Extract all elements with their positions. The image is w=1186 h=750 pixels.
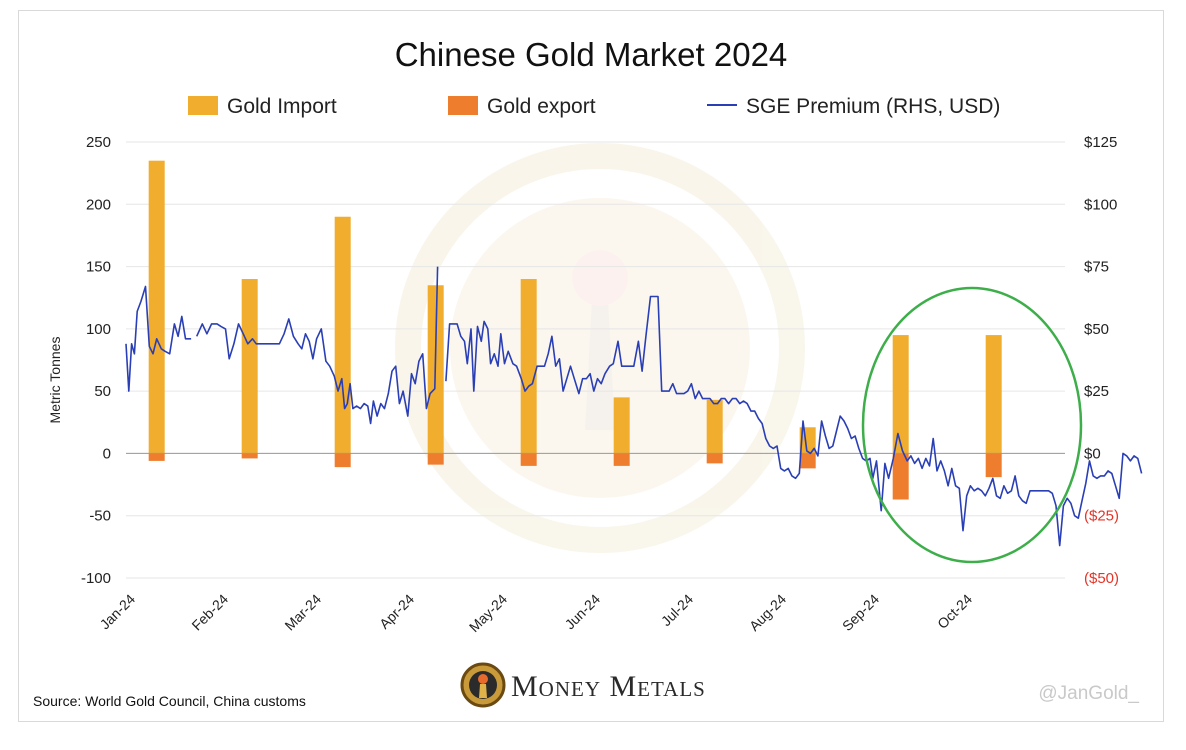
highlight-circle (861, 286, 1083, 564)
export-bar (706, 453, 723, 464)
import-bar (985, 335, 1002, 454)
export-bar (148, 453, 165, 461)
x-tick-label: Jun-24 (562, 591, 604, 633)
legend-label-premium: SGE Premium (RHS, USD) (746, 95, 1000, 118)
y-tick-label: 200 (86, 196, 111, 213)
legend: Gold Import Gold export SGE Premium (RHS… (188, 95, 1000, 118)
export-bar (520, 453, 537, 466)
x-tick-label: Sep-24 (839, 591, 882, 634)
export-bar (334, 453, 351, 468)
legend-label-export: Gold export (487, 95, 596, 118)
y-axis-label: Metric Tonnes (47, 337, 63, 424)
y2-tick-label: $100 (1084, 196, 1117, 213)
y2-tick-label: ($50) (1084, 570, 1119, 587)
export-bar (892, 453, 909, 500)
export-bar (799, 453, 816, 469)
premium-series (125, 266, 1143, 547)
y-tick-label: 250 (86, 134, 111, 151)
y2-tick-label: $75 (1084, 259, 1109, 276)
brand-name: Money Metals (511, 670, 706, 703)
y-tick-label: 0 (103, 445, 111, 462)
import-bar (334, 216, 351, 454)
chart-title: Chinese Gold Market 2024 (395, 36, 788, 73)
x-tick-label: Jan-24 (97, 591, 139, 633)
y-axis-right: $125 $100 $75 $50 $25 $0 ($25) ($50) (1084, 134, 1119, 587)
y2-tick-label: $50 (1084, 321, 1109, 338)
x-axis: Jan-24 Feb-24 Mar-24 Apr-24 May-24 Jun-24 Jul-… (97, 591, 976, 635)
author-credit: @JanGold_ (1038, 683, 1139, 704)
premium-line (125, 285, 192, 392)
brand-logo: Money Metals (460, 662, 706, 708)
x-tick-label: Jul-24 (658, 591, 696, 629)
export-bar (241, 453, 258, 459)
x-tick-label: May-24 (466, 591, 510, 635)
y-tick-label: 150 (86, 259, 111, 276)
import-bar (241, 279, 258, 454)
y-axis-left: 250 200 150 100 50 0 -50 -100 (81, 134, 111, 587)
premium-line (195, 266, 439, 425)
legend-swatch-import (188, 96, 218, 115)
import-bar (613, 397, 630, 454)
y2-tick-label: $0 (1084, 445, 1101, 462)
import-bar (799, 427, 816, 454)
chart-frame (18, 10, 1164, 722)
y2-tick-label: ($25) (1084, 508, 1119, 525)
import-bar (706, 399, 723, 454)
import-bar (892, 335, 909, 454)
x-tick-label: Oct-24 (934, 591, 975, 632)
import-bar (520, 279, 537, 454)
x-tick-label: Mar-24 (281, 591, 324, 634)
x-tick-label: Aug-24 (746, 591, 789, 634)
y2-tick-label: $25 (1084, 383, 1109, 400)
y2-tick-label: $125 (1084, 134, 1117, 151)
x-tick-label: Feb-24 (188, 591, 231, 634)
import-bar (148, 160, 165, 454)
y-tick-label: -100 (81, 570, 111, 587)
export-bar (985, 453, 1002, 478)
y-tick-label: 50 (94, 383, 111, 400)
y-tick-label: -50 (89, 508, 111, 525)
bars (148, 160, 1002, 500)
export-bar (427, 453, 444, 465)
source-note: Source: World Gold Council, China custom… (33, 693, 306, 709)
export-bar (613, 453, 630, 466)
x-tick-label: Apr-24 (376, 591, 417, 632)
y-tick-label: 100 (86, 321, 111, 338)
legend-swatch-export (448, 96, 478, 115)
legend-label-import: Gold Import (227, 95, 337, 118)
premium-line (445, 295, 1143, 547)
